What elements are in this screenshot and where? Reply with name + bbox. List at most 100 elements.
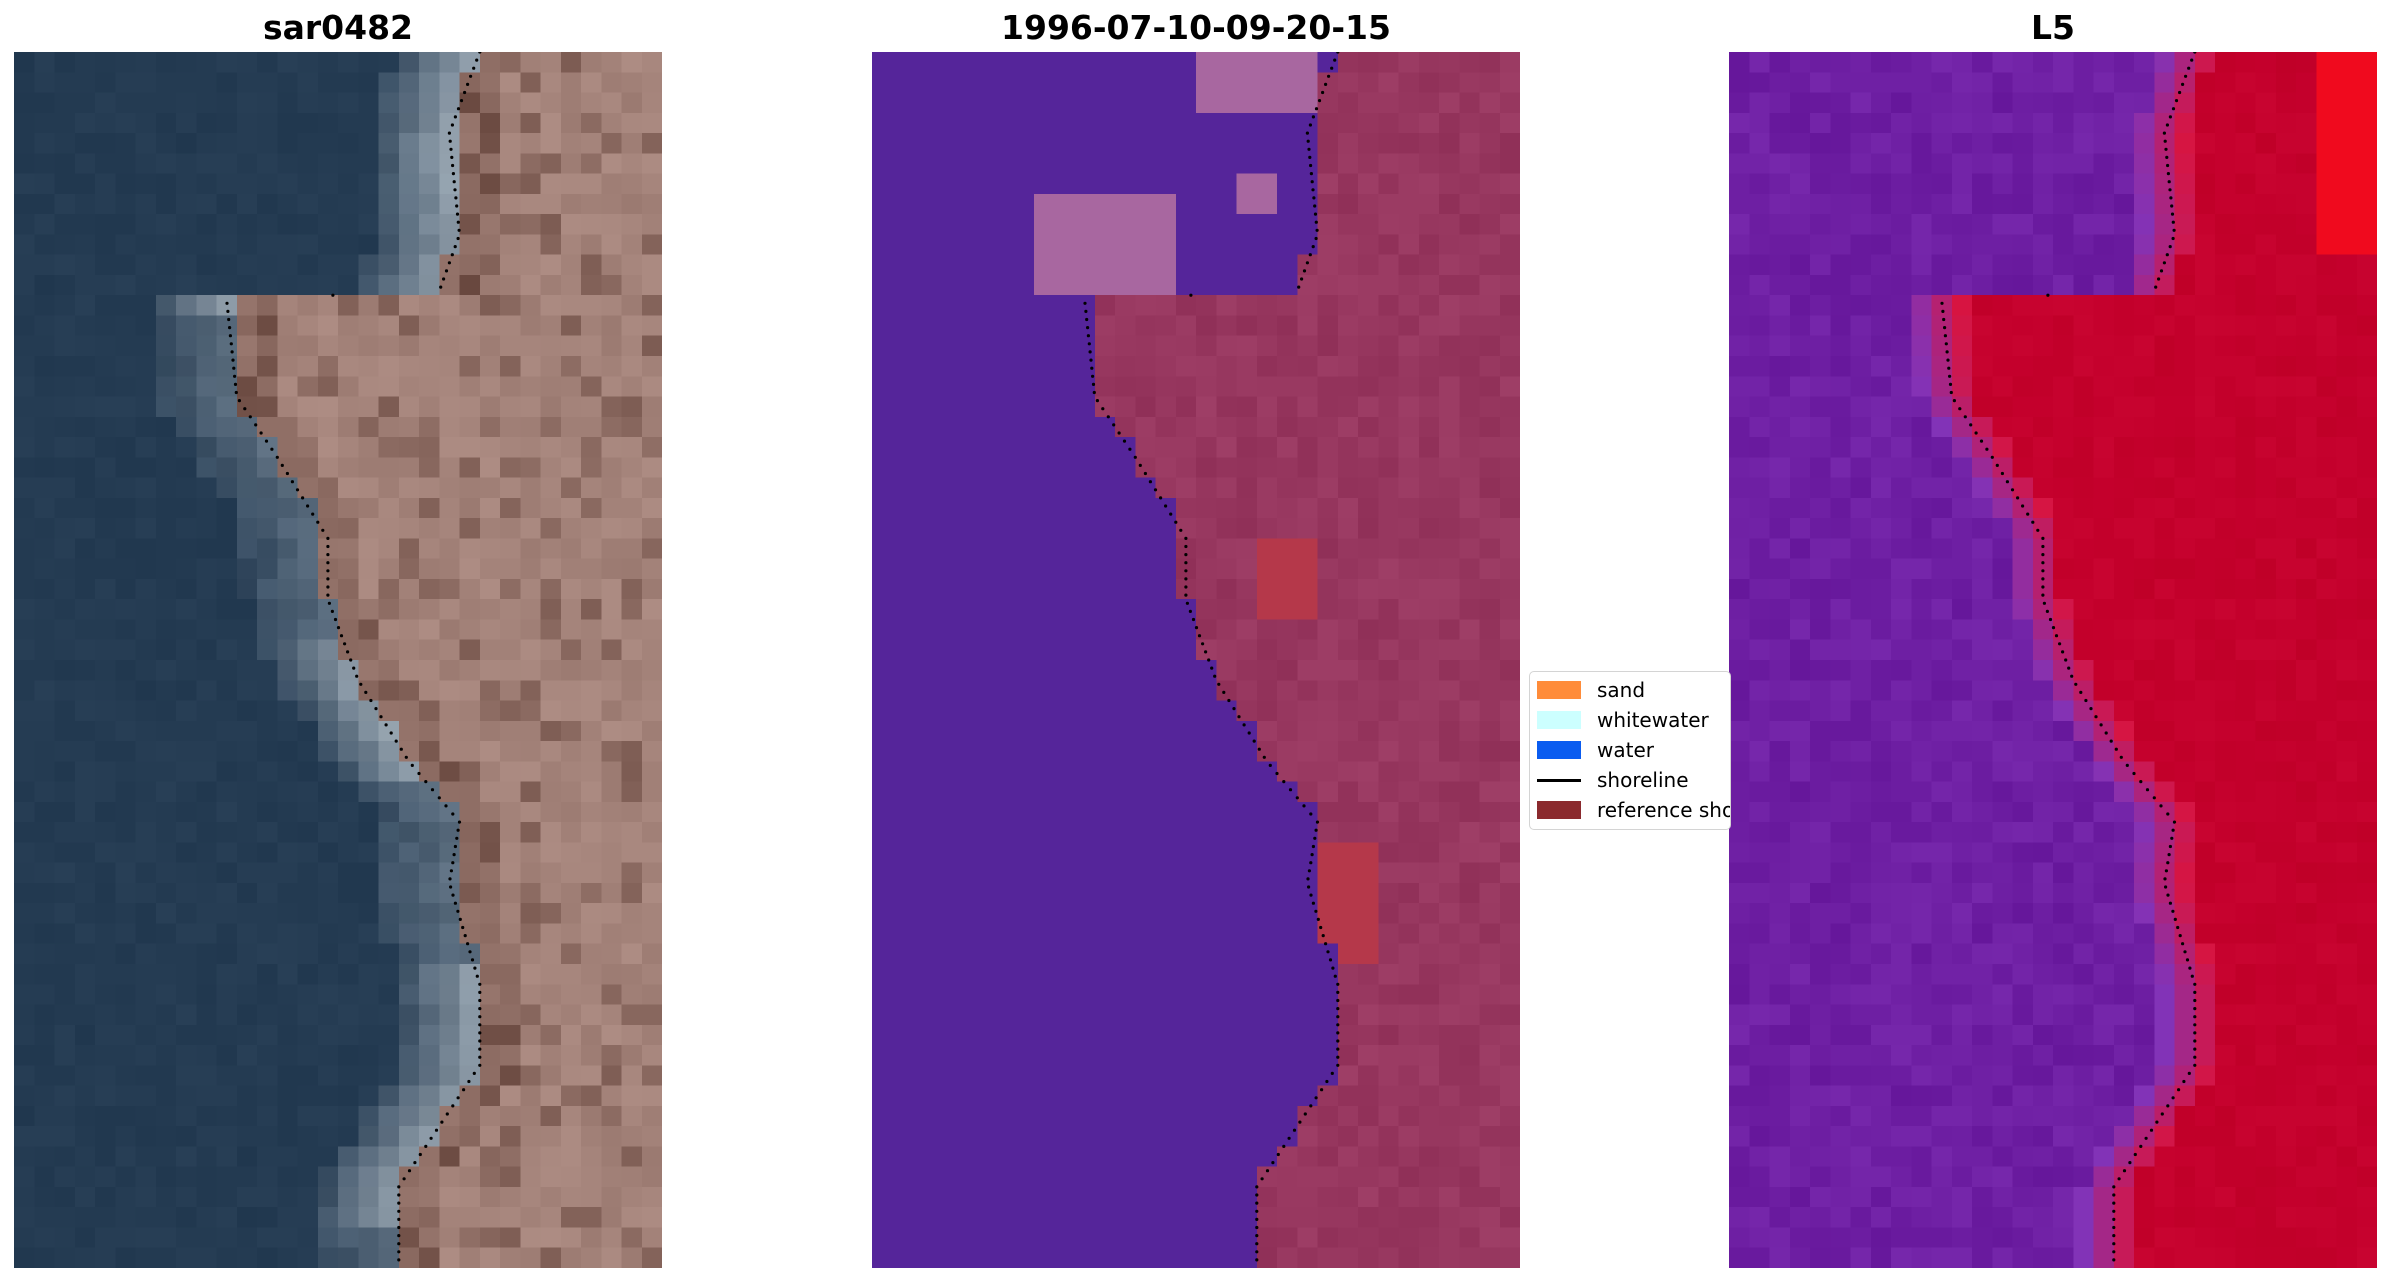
shoreline-point — [2041, 569, 2045, 573]
shoreline-point — [1288, 788, 1293, 792]
shoreline-point — [1298, 1120, 1302, 1124]
shoreline-point — [2193, 1039, 2197, 1043]
shoreline-point — [1184, 577, 1188, 581]
shoreline-point — [1091, 374, 1095, 378]
shoreline-point — [1336, 1007, 1340, 1011]
shoreline-point — [1090, 366, 1094, 370]
shoreline-point — [326, 593, 330, 597]
shoreline-point — [1255, 1209, 1259, 1213]
shoreline-point — [1089, 358, 1093, 362]
shoreline-point — [374, 707, 378, 711]
shoreline-point — [359, 682, 363, 686]
shoreline-point — [321, 528, 325, 532]
shoreline-point — [1265, 1169, 1270, 1173]
shoreline-point — [233, 374, 237, 378]
shoreline-point — [1106, 415, 1110, 419]
shoreline-point — [2104, 731, 2108, 735]
shoreline-point — [1319, 925, 1323, 930]
index-image-panel — [1729, 52, 2377, 1268]
shoreline-point — [1255, 1225, 1259, 1230]
shoreline-point — [2112, 1201, 2116, 1205]
shoreline-point — [2168, 901, 2172, 905]
shoreline-point — [1952, 399, 1956, 403]
shoreline-point — [2159, 804, 2163, 808]
shoreline-point — [470, 958, 475, 962]
shoreline-point — [452, 180, 456, 184]
shoreline-point — [1311, 844, 1315, 849]
shoreline-point — [2169, 196, 2173, 200]
shoreline-point — [1257, 747, 1261, 751]
shoreline-point — [1969, 423, 1973, 427]
shoreline-point — [475, 58, 479, 62]
shoreline-point — [2036, 528, 2040, 532]
shoreline-point — [295, 488, 300, 492]
shoreline-point — [326, 553, 330, 557]
panel-title-rgb: sar0482 — [262, 8, 414, 47]
shoreline-point — [1311, 901, 1315, 905]
shoreline-point — [1133, 455, 1137, 459]
shoreline-point — [456, 236, 460, 241]
shoreline-point — [1207, 658, 1211, 662]
shoreline-point — [2183, 950, 2187, 954]
shoreline-point — [275, 455, 279, 459]
shoreline-point — [467, 1079, 471, 1084]
shoreline-point — [1169, 512, 1173, 516]
shoreline-point — [1336, 1015, 1340, 1019]
shoreline-point — [1302, 269, 1307, 273]
shoreline-point — [2168, 115, 2172, 119]
shoreline-point — [1321, 934, 1325, 938]
shoreline-point — [355, 674, 359, 678]
shoreline-point — [326, 536, 330, 540]
shoreline-point — [1184, 569, 1188, 573]
shoreline-point — [1324, 942, 1328, 946]
shoreline-point — [2171, 1096, 2175, 1100]
shoreline-point — [1305, 261, 1309, 265]
shoreline-point — [2181, 942, 2185, 946]
shoreline-point — [2171, 909, 2175, 913]
shoreline-point — [1310, 180, 1314, 184]
shoreline-point — [397, 1185, 401, 1189]
shoreline-point — [1311, 245, 1315, 249]
shoreline-point — [2165, 155, 2169, 159]
shoreline-point — [1184, 536, 1188, 540]
shoreline-point — [458, 917, 462, 922]
shoreline-point — [397, 1201, 401, 1205]
shoreline-point — [2145, 788, 2150, 792]
shoreline-point — [478, 1039, 482, 1043]
rgb-image — [14, 52, 662, 1268]
shoreline-point — [2178, 90, 2182, 95]
shoreline-point — [2117, 1177, 2121, 1181]
shoreline-point — [2041, 544, 2045, 549]
shoreline-point — [1985, 447, 1989, 451]
shoreline-point — [1945, 350, 1949, 354]
shoreline-point — [2112, 1193, 2116, 1197]
shoreline-point — [413, 1161, 417, 1165]
shoreline-point — [1088, 350, 1092, 354]
shoreline-point — [2154, 285, 2158, 289]
shoreline-point — [1268, 763, 1272, 768]
shoreline-point — [1282, 780, 1286, 784]
shoreline-point — [430, 788, 435, 792]
shoreline-point — [1083, 301, 1087, 305]
shoreline-point — [301, 496, 305, 500]
shoreline-point — [2031, 520, 2035, 524]
shoreline-point — [2193, 1063, 2197, 1067]
shoreline-point — [2041, 585, 2045, 589]
shoreline-point — [1255, 1185, 1259, 1189]
legend-item-water: water — [1537, 738, 1654, 762]
shoreline-point — [1326, 950, 1330, 954]
legend-label-shoreline: shoreline — [1597, 768, 1689, 792]
shoreline-point — [1204, 650, 1208, 654]
shoreline-point — [1311, 115, 1315, 119]
shoreline-point — [2074, 682, 2078, 686]
shoreline-point — [2064, 658, 2068, 662]
shoreline-point — [2149, 1128, 2154, 1132]
shoreline-point — [2041, 561, 2045, 565]
shoreline-point — [455, 212, 460, 216]
shoreline-point — [1179, 528, 1183, 532]
shoreline-point — [364, 690, 368, 695]
shoreline-overlay-index — [1940, 52, 2197, 1262]
shoreline-point — [2174, 99, 2179, 103]
shoreline-point — [1237, 715, 1241, 719]
shoreline-point — [2193, 1015, 2197, 1019]
